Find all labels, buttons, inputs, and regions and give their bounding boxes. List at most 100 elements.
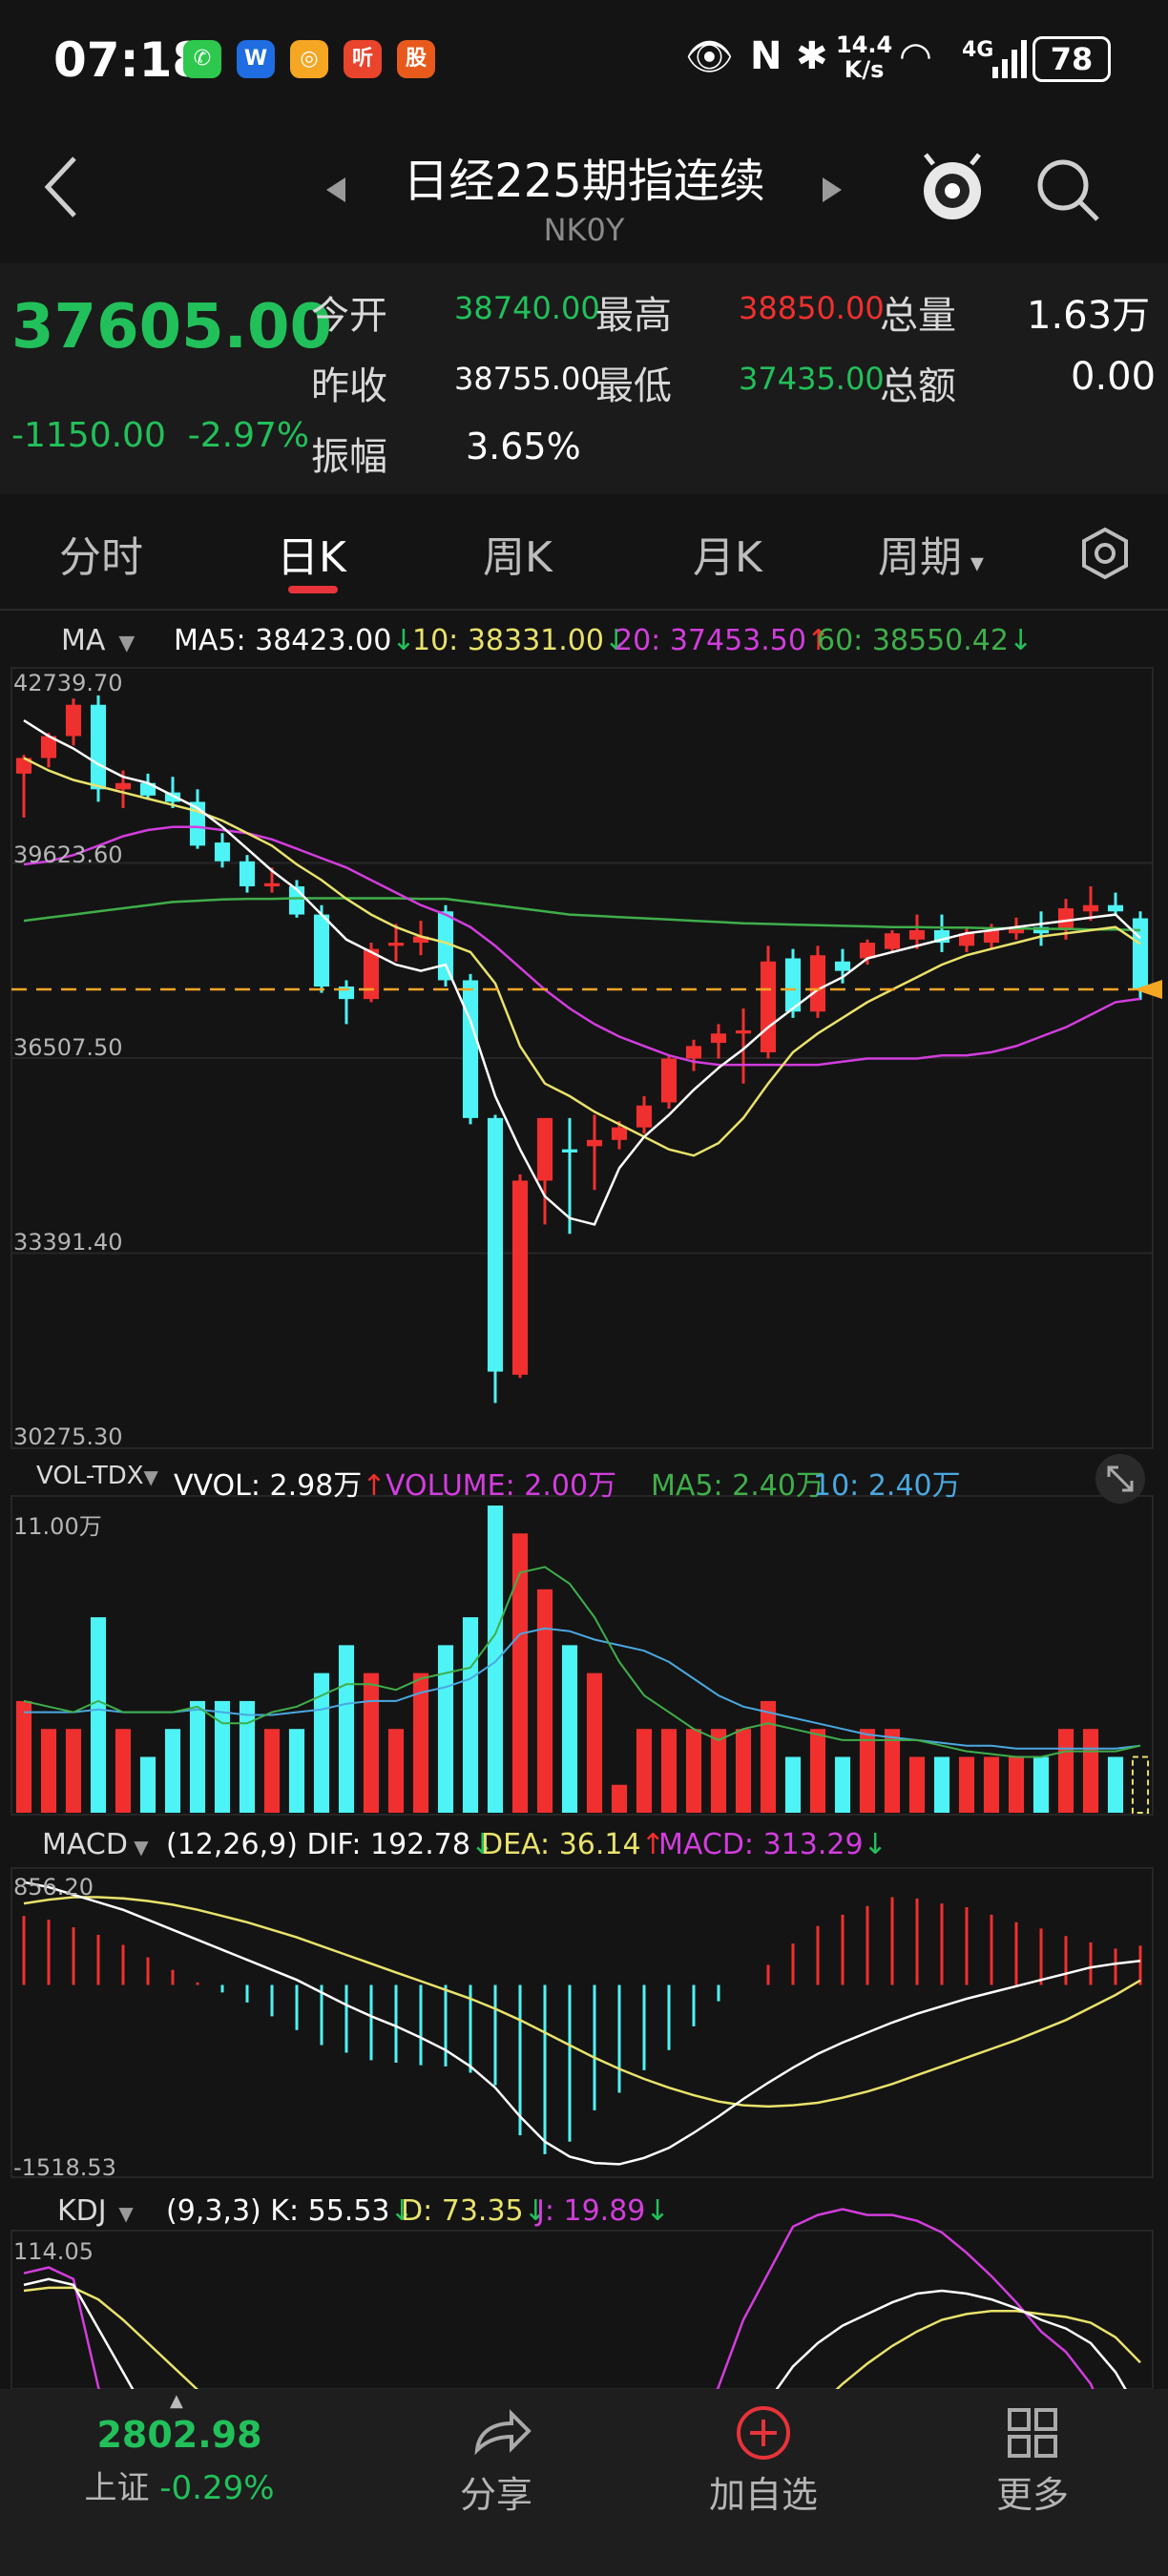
volume-bar [437, 1645, 454, 1813]
volume-bar [412, 1672, 429, 1813]
fullscreen-button[interactable] [1095, 1454, 1145, 1504]
status-bar: 07:18 ✆ W ◎ 听股 👁 Ν ✱ 14.4 K/s ◠ 4G 78 [0, 0, 1168, 124]
panel-frame [10, 1495, 1154, 1816]
tab-intraday[interactable]: 分时 [59, 533, 143, 582]
caret-down-icon: ▼ [106, 2202, 134, 2225]
prev-contract-button[interactable] [324, 176, 347, 208]
share-button[interactable]: 分享 [420, 2404, 573, 2518]
chart-settings-button[interactable] [1078, 527, 1132, 584]
volume-bar [859, 1729, 876, 1813]
vol-indicator-selector[interactable]: VOL-TDX▼ [36, 1462, 158, 1490]
share-label: 分享 [459, 2474, 532, 2516]
more-button[interactable]: 更多 [956, 2404, 1109, 2518]
volume-bar [511, 1533, 529, 1813]
volume-bar [586, 1672, 603, 1813]
last-price-marker-icon [1134, 979, 1162, 999]
candle-body [760, 961, 777, 1052]
ma-indicator-selector[interactable]: MA ▼ [61, 624, 136, 657]
candle-body [363, 948, 380, 1000]
volume-value: 1.63万 [1027, 294, 1151, 338]
add-watchlist-button[interactable]: 加自选 [687, 2404, 840, 2518]
index-name: 上证 [84, 2469, 150, 2507]
volume-bar [809, 1729, 826, 1813]
caret-up-icon: ▲ [170, 2391, 183, 2411]
back-button[interactable] [42, 153, 80, 223]
volume-bar [660, 1729, 678, 1813]
dea-value: DEA: 36.14↑ [481, 1828, 665, 1861]
candle-body [660, 1058, 678, 1103]
volume-bar [611, 1784, 628, 1813]
volume-bar [15, 1700, 32, 1813]
vol-ma10-value: 10: 2.40万 [813, 1469, 961, 1503]
tab-daily-k[interactable]: 日K [277, 533, 346, 582]
instrument-code: NK0Y [543, 212, 625, 248]
macd-axis-label: -1518.53 [13, 2154, 116, 2181]
tab-monthly-k[interactable]: 月K [693, 533, 762, 582]
volume-bar [189, 1700, 206, 1813]
volume-bar [983, 1756, 1000, 1813]
high-value: 38850.00 [739, 290, 885, 326]
vol-ma5-value: MA5: 2.40万 [651, 1469, 824, 1503]
caret-down-icon: ▼ [105, 632, 136, 655]
candle-body [611, 1127, 628, 1140]
candle-body [834, 961, 851, 971]
volume-bar [239, 1700, 256, 1813]
add-label: 加自选 [708, 2474, 818, 2516]
ma10-line [23, 757, 1141, 1157]
vol-ma5-line [23, 1566, 1141, 1758]
candle-body [313, 914, 330, 987]
panel-frame [10, 2230, 1154, 2389]
volume-bar [164, 1729, 181, 1813]
tab-weekly-k[interactable]: 周K [483, 533, 553, 582]
volume-bar [536, 1589, 553, 1813]
candle-body [685, 1046, 702, 1059]
candle-body [784, 958, 802, 1012]
caret-down-icon: ▾ [962, 547, 984, 578]
kdj-d-value: D: 73.35↓ [401, 2194, 548, 2228]
volume-bar [1057, 1729, 1074, 1813]
volume-bar [487, 1506, 504, 1813]
candle-body [1032, 926, 1050, 934]
bottom-toolbar [0, 2389, 1168, 2576]
ma5-line [23, 719, 1141, 1226]
volume-label: 总量 [880, 294, 956, 338]
signal-label: 4G [962, 38, 994, 62]
candle-body [586, 1139, 603, 1147]
volume-bar [40, 1729, 57, 1813]
candle-body [115, 782, 132, 790]
tab-period-dropdown[interactable]: 周期 ▾ [878, 533, 984, 582]
price-axis-label: 36507.50 [13, 1034, 123, 1061]
index-ticker[interactable]: 2802.98 上证 -0.29% [63, 2414, 296, 2508]
ma60-value: 60: 38550.42↓ [817, 624, 1033, 657]
w-app-icon: W [237, 40, 275, 78]
candle-body [561, 1149, 578, 1153]
share-icon [474, 2409, 532, 2456]
kdj-indicator-selector[interactable]: KDJ ▼ [57, 2194, 134, 2228]
macd-value: MACD: 313.29↓ [658, 1828, 887, 1861]
vol-axis-label: 11.00万 [13, 1513, 102, 1540]
prev-close-value: 38755.00 [454, 361, 600, 397]
add-circle-icon [737, 2406, 790, 2460]
dea-line [23, 1896, 1141, 2109]
high-label: 最高 [595, 294, 672, 338]
mascot-icon [924, 153, 981, 219]
kline-chart[interactable] [0, 0, 1168, 2389]
battery-indicator: 78 [1032, 36, 1111, 82]
volume-bar [561, 1645, 578, 1813]
search-button[interactable] [1034, 156, 1101, 227]
grid-icon [1008, 2408, 1057, 2458]
volume-bar [462, 1617, 479, 1813]
macd-indicator-selector[interactable]: MACD ▼ [42, 1828, 149, 1861]
candle-body [387, 943, 405, 946]
amount-label: 总额 [880, 364, 956, 408]
stock-app-icon: 股 [397, 40, 435, 78]
quote-panel [0, 263, 1168, 494]
volume-bar [933, 1756, 950, 1813]
next-contract-button[interactable] [821, 176, 844, 208]
mascot-button[interactable] [918, 153, 987, 229]
caret-down-icon: ▼ [127, 1836, 149, 1859]
prev-close-label: 昨收 [311, 364, 387, 408]
volume-bar [288, 1729, 305, 1813]
expand-icon [1107, 1465, 1134, 1492]
candle-body [263, 883, 281, 887]
